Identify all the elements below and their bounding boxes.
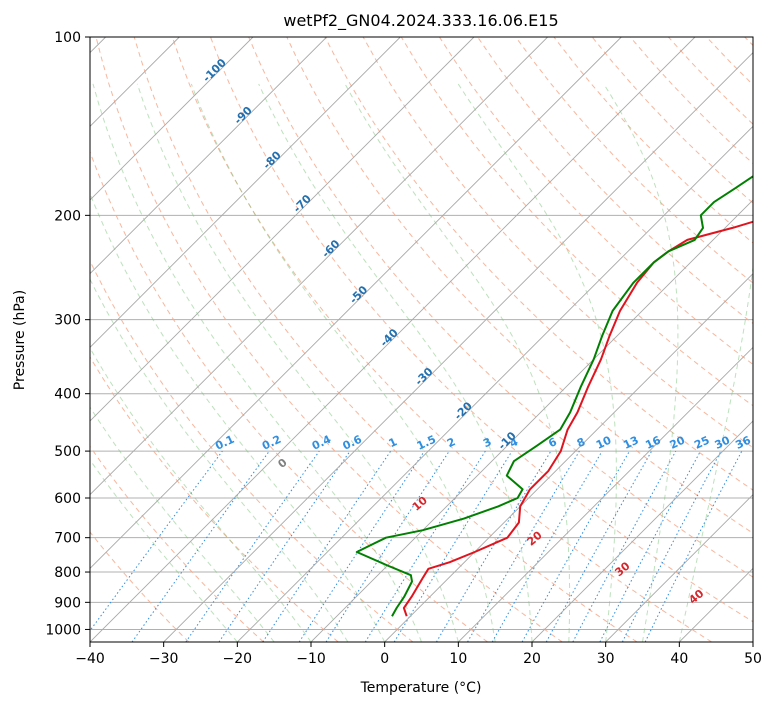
x-tick-label: 20 bbox=[523, 651, 541, 667]
plot-frame bbox=[89, 36, 754, 643]
x-axis-title: Temperature (°C) bbox=[360, 680, 482, 696]
dry-adiabat bbox=[90, 150, 488, 642]
y-tick-label: 1000 bbox=[45, 622, 81, 638]
mixing-ratio-label: 20 bbox=[668, 433, 688, 451]
moist-adiabat bbox=[92, 83, 422, 642]
isotherm-line bbox=[90, 37, 475, 422]
y-tick-label: 600 bbox=[54, 491, 81, 507]
isotherm-line bbox=[531, 420, 753, 642]
mixing-ratio-line bbox=[393, 450, 513, 642]
y-tick-label: 100 bbox=[54, 30, 81, 46]
mixing-ratio-line bbox=[644, 450, 743, 642]
mixing-ratio-line bbox=[545, 450, 653, 642]
mixing-ratio-line bbox=[298, 450, 425, 642]
x-axis-ticks: −40 −30 −20 −10 0 10 20 30 40 50 bbox=[75, 642, 762, 667]
dry-adiabat bbox=[90, 445, 264, 642]
moist-adiabat bbox=[678, 83, 753, 642]
x-tick-label: −20 bbox=[223, 651, 253, 667]
mixing-ratio-line bbox=[325, 450, 450, 642]
y-tick-label: 200 bbox=[54, 208, 81, 224]
mixing-ratio-line bbox=[131, 450, 270, 642]
mixing-ratio-label: 10 bbox=[594, 433, 614, 451]
isotherm-line bbox=[90, 37, 254, 201]
x-tick-label: −30 bbox=[149, 651, 179, 667]
x-tick-label: 10 bbox=[449, 651, 467, 667]
isotherm-line bbox=[384, 273, 753, 642]
mixing-ratio-line bbox=[185, 450, 320, 642]
y-tick-label: 800 bbox=[54, 565, 81, 581]
mixing-ratio-label: 36 bbox=[733, 433, 753, 451]
y-tick-label: 300 bbox=[54, 313, 81, 329]
dry-adiabat bbox=[90, 531, 190, 642]
dry-adiabat bbox=[171, 37, 712, 642]
dewpoint-profile-line bbox=[355, 175, 753, 617]
x-tick-label: 50 bbox=[744, 651, 762, 667]
isotherm-line bbox=[310, 199, 753, 642]
mixing-ratio-label: 16 bbox=[643, 433, 663, 451]
dry-adiabat bbox=[210, 37, 753, 623]
x-tick-label: 40 bbox=[670, 651, 688, 667]
isotherm-line bbox=[90, 37, 622, 569]
pressure-gridlines bbox=[90, 37, 753, 630]
x-tick-label: −10 bbox=[296, 651, 326, 667]
x-tick-label: 30 bbox=[597, 651, 615, 667]
y-axis-title: Pressure (hPa) bbox=[12, 290, 28, 390]
moist-adiabats bbox=[90, 83, 753, 642]
isotherms bbox=[90, 37, 753, 642]
mixing-ratio-lines bbox=[90, 450, 743, 642]
mixing-ratio-label: 13 bbox=[621, 434, 640, 452]
isotherm-line bbox=[163, 52, 753, 642]
mixing-ratio-line bbox=[218, 450, 351, 642]
y-axis-ticks: 1000 900 800 700 600 500 400 300 200 100 bbox=[45, 30, 90, 638]
dry-adiabat bbox=[438, 37, 753, 366]
chart-title: wetPf2_GN04.2024.333.16.06.E15 bbox=[283, 11, 558, 31]
mixing-ratio-label: 25 bbox=[692, 434, 711, 452]
dry-adiabat bbox=[90, 356, 339, 642]
mixing-ratio-line bbox=[262, 450, 392, 642]
x-tick-label: 0 bbox=[380, 651, 389, 667]
temperature-profile-line bbox=[402, 220, 753, 617]
isotherm-line bbox=[458, 346, 753, 642]
dry-adiabat bbox=[95, 37, 563, 642]
mixing-ratio-line bbox=[572, 450, 677, 642]
moist-adiabat bbox=[344, 83, 571, 642]
moist-adiabat bbox=[190, 83, 496, 642]
mixing-ratio-line bbox=[521, 450, 630, 642]
dry-adiabat bbox=[133, 37, 638, 642]
isotherm-line bbox=[605, 494, 753, 642]
y-tick-label: 500 bbox=[54, 444, 81, 460]
profile-series bbox=[355, 175, 753, 617]
moist-adiabat bbox=[136, 83, 459, 642]
dry-adiabat bbox=[515, 37, 753, 284]
x-tick-label: −40 bbox=[75, 651, 105, 667]
moist-adiabat bbox=[258, 83, 533, 642]
isotherm-line bbox=[90, 37, 696, 642]
isotherm-line bbox=[90, 37, 548, 496]
y-tick-label: 400 bbox=[54, 387, 81, 403]
mixing-ratio-line bbox=[90, 450, 223, 632]
isotherm-line bbox=[90, 37, 401, 348]
mixing-ratio-label: 30 bbox=[713, 433, 733, 451]
isotherm-line bbox=[237, 125, 753, 642]
dry-adiabat bbox=[248, 37, 753, 578]
moist-adiabat bbox=[90, 347, 312, 642]
y-tick-label: 900 bbox=[54, 595, 81, 611]
moist-adiabat bbox=[90, 278, 349, 642]
isotherm-line bbox=[90, 37, 327, 275]
dry-adiabat bbox=[400, 37, 753, 407]
y-tick-label: 700 bbox=[54, 531, 81, 547]
